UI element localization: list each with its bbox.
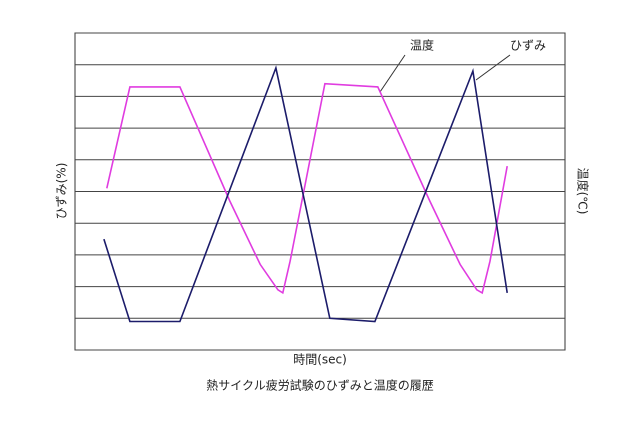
annotation-leader bbox=[379, 54, 406, 93]
series-annotation: 温度 bbox=[410, 38, 434, 53]
series-line bbox=[106, 82, 508, 295]
annotation-leader bbox=[475, 54, 511, 81]
series-annotation: ひずみ bbox=[510, 39, 546, 53]
series-line bbox=[103, 65, 508, 323]
x-axis-label: 時間(sec) bbox=[293, 353, 347, 367]
y2-axis-label: 温度(℃) bbox=[576, 168, 591, 215]
y-axis-label: ひずみ(%) bbox=[55, 163, 69, 220]
chart-title: 熱サイクル疲労試験のひずみと温度の履歴 bbox=[206, 378, 433, 393]
